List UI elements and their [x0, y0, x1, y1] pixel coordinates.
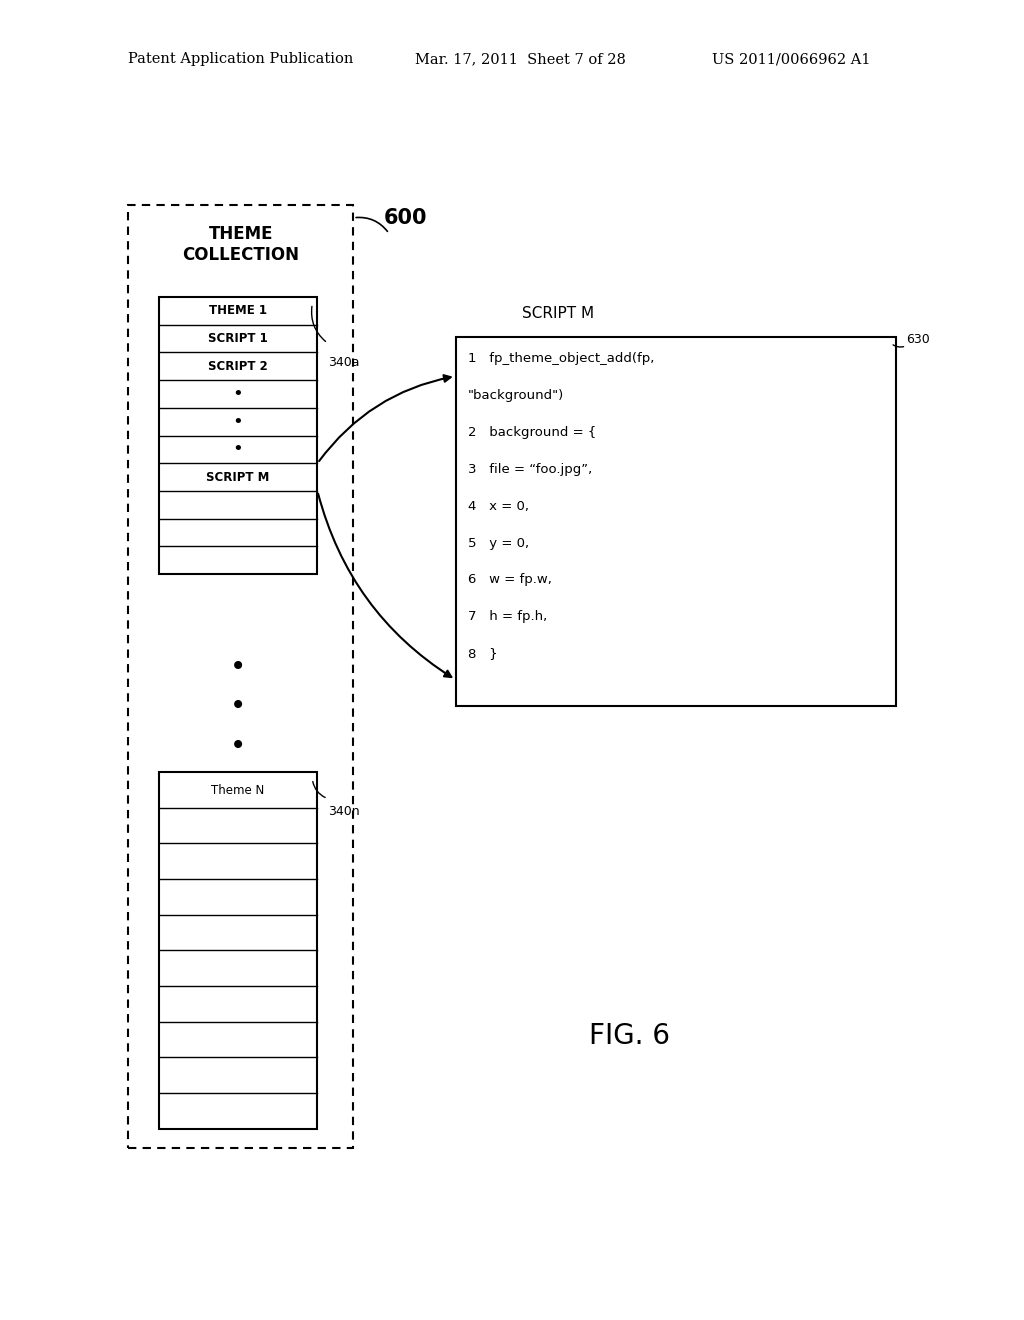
Bar: [456, 337, 896, 706]
Text: 2   background = {: 2 background = {: [468, 426, 596, 440]
Bar: [128, 205, 353, 1148]
Text: 1   fp_theme_object_add(fp,: 1 fp_theme_object_add(fp,: [468, 352, 654, 366]
Text: SCRIPT 1: SCRIPT 1: [208, 333, 268, 345]
Text: SCRIPT M: SCRIPT M: [207, 471, 269, 483]
Text: THEME 1: THEME 1: [209, 305, 267, 317]
Text: 3   file = “foo.jpg”,: 3 file = “foo.jpg”,: [468, 463, 592, 477]
Text: 600: 600: [384, 207, 427, 228]
Text: •: •: [232, 385, 244, 403]
Text: 4   x = 0,: 4 x = 0,: [468, 500, 529, 512]
Text: Patent Application Publication: Patent Application Publication: [128, 53, 353, 66]
Text: 7   h = fp.h,: 7 h = fp.h,: [468, 610, 547, 623]
Text: •: •: [232, 413, 244, 430]
Text: 340a: 340a: [328, 356, 359, 370]
Text: THEME
COLLECTION: THEME COLLECTION: [182, 224, 299, 264]
Text: 6   w = fp.w,: 6 w = fp.w,: [468, 573, 552, 586]
Text: SCRIPT 2: SCRIPT 2: [208, 360, 268, 372]
Text: •: •: [229, 652, 246, 681]
Text: Mar. 17, 2011  Sheet 7 of 28: Mar. 17, 2011 Sheet 7 of 28: [415, 53, 626, 66]
Bar: [159, 772, 317, 1129]
Text: US 2011/0066962 A1: US 2011/0066962 A1: [712, 53, 870, 66]
Text: SCRIPT M: SCRIPT M: [522, 306, 594, 321]
Text: "background"): "background"): [468, 389, 564, 403]
Text: Theme N: Theme N: [211, 784, 265, 796]
Text: •: •: [229, 692, 246, 721]
Text: FIG. 6: FIG. 6: [589, 1022, 671, 1051]
Text: 8   }: 8 }: [468, 647, 498, 660]
Text: •: •: [229, 731, 246, 760]
Text: 630: 630: [906, 333, 930, 346]
Text: 5   y = 0,: 5 y = 0,: [468, 536, 529, 549]
Bar: [159, 297, 317, 574]
Text: 340n: 340n: [328, 805, 359, 818]
Text: •: •: [232, 441, 244, 458]
